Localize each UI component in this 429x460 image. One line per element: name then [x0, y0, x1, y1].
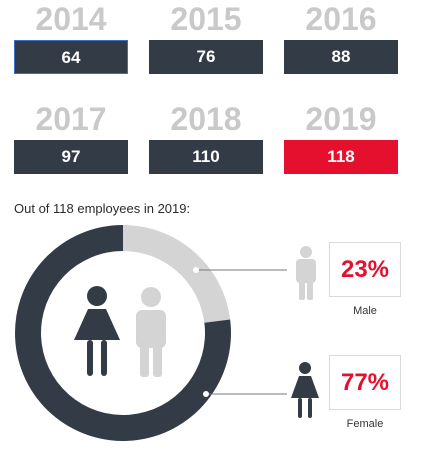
female-person-icon: [291, 362, 319, 418]
year-value: 76: [149, 40, 263, 74]
year-tile-2018: 2018 110: [149, 101, 263, 174]
male-person-icon: [296, 246, 316, 300]
year-tile-2016: 2016 88: [284, 1, 398, 74]
year-label: 2015: [170, 1, 242, 37]
male-percent-box: 23%: [329, 242, 401, 297]
female-connector-dot: [203, 391, 209, 397]
female-label: Female: [346, 418, 384, 430]
year-label: 2018: [170, 101, 242, 137]
year-value-highlight: 118: [284, 140, 398, 174]
male-label: Male: [353, 305, 377, 317]
year-tile-2019: 2019 118: [284, 101, 398, 174]
donut-caption: Out of 118 employees in 2019:: [14, 201, 191, 216]
male-person-icon: [136, 287, 166, 377]
year-value: 97: [14, 140, 128, 174]
year-label: 2014: [35, 1, 107, 37]
year-tile-2015: 2015 76: [149, 1, 263, 74]
male-connector-dot: [193, 267, 199, 273]
year-tile-2017: 2017 97: [14, 101, 128, 174]
donut-slice-male: [123, 225, 231, 323]
female-percent-box: 77%: [329, 355, 401, 410]
year-value: 88: [284, 40, 398, 74]
year-tile-2014: 2014 64: [14, 1, 128, 74]
year-value: 64: [14, 40, 128, 74]
female-person-icon: [74, 286, 120, 376]
year-value: 110: [149, 140, 263, 174]
year-label: 2016: [305, 1, 377, 37]
year-label: 2017: [35, 101, 107, 137]
year-label: 2019: [305, 101, 377, 137]
